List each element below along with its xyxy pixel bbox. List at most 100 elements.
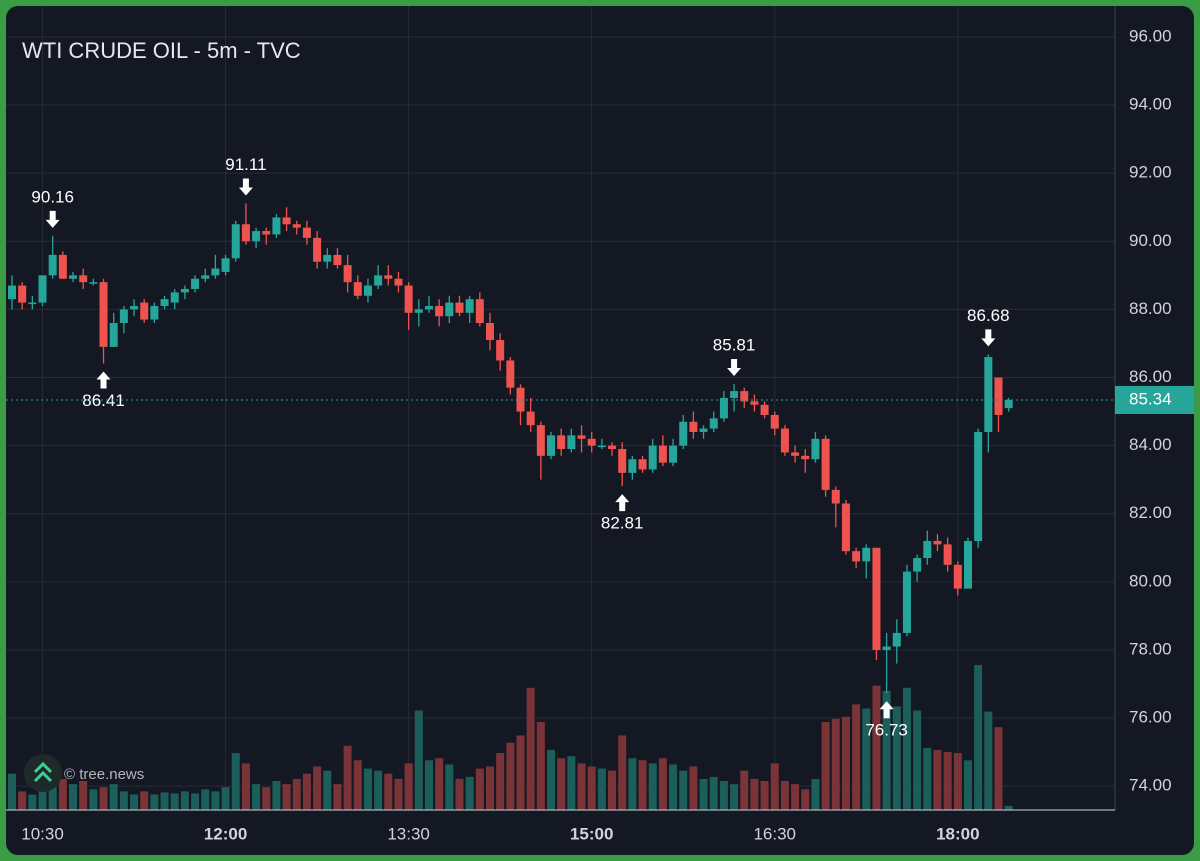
candle-body bbox=[658, 445, 667, 463]
volume-bar bbox=[333, 784, 342, 810]
candle-body bbox=[272, 217, 281, 235]
candle-body bbox=[475, 299, 484, 324]
annotation-label: 86.41 bbox=[82, 391, 125, 410]
chart-title: WTI CRUDE OIL - 5m - TVC bbox=[22, 38, 301, 63]
volume-bar bbox=[252, 784, 261, 810]
volume-bar bbox=[709, 776, 718, 810]
candle-body bbox=[384, 275, 393, 279]
volume-bar bbox=[740, 770, 749, 810]
candle-body bbox=[58, 254, 67, 279]
candle-body bbox=[363, 285, 372, 296]
volume-bar bbox=[821, 721, 830, 810]
volume-bar bbox=[597, 768, 606, 810]
last-price-badge bbox=[1115, 385, 1194, 414]
candle-body bbox=[292, 224, 301, 228]
candle-body bbox=[780, 428, 789, 453]
volume-bar bbox=[801, 789, 810, 810]
annotation-label: 82.81 bbox=[601, 514, 644, 533]
y-tick-label: 96.00 bbox=[1129, 26, 1172, 45]
volume-bar bbox=[638, 760, 647, 810]
candle-body bbox=[404, 285, 413, 313]
volume-bar bbox=[384, 773, 393, 810]
volume-bar bbox=[862, 708, 871, 810]
candle-body bbox=[953, 564, 962, 589]
x-tick-label: 12:00 bbox=[204, 824, 247, 843]
annotation-label: 86.68 bbox=[967, 306, 1010, 325]
candle-layer bbox=[8, 203, 1013, 694]
candle-body bbox=[465, 299, 474, 313]
candle-body bbox=[597, 445, 606, 448]
y-tick-label: 84.00 bbox=[1129, 435, 1172, 454]
annotation-label: 91.11 bbox=[225, 155, 266, 174]
volume-bar bbox=[536, 721, 545, 810]
volume-bar bbox=[506, 742, 515, 810]
candle-body bbox=[140, 302, 149, 320]
candle-body bbox=[170, 292, 179, 303]
candle-body bbox=[394, 278, 403, 286]
volume-bar bbox=[435, 758, 444, 810]
volume-bar bbox=[811, 778, 820, 810]
grid bbox=[6, 6, 1115, 810]
candle-body bbox=[89, 282, 98, 284]
volume-bar bbox=[841, 716, 850, 810]
annotation-label: 85.81 bbox=[713, 335, 756, 354]
candle-body bbox=[28, 302, 37, 305]
volume-bar bbox=[730, 784, 739, 810]
candle-body bbox=[313, 237, 322, 262]
volume-bar bbox=[679, 770, 688, 810]
volume-bar bbox=[99, 787, 108, 810]
candle-body bbox=[496, 340, 505, 361]
volume-bar bbox=[658, 758, 667, 810]
annotation-arrow bbox=[981, 329, 996, 347]
volume-bar bbox=[587, 766, 596, 810]
candle-body bbox=[109, 323, 118, 347]
candle-body bbox=[69, 275, 78, 279]
volume-bar bbox=[79, 781, 88, 810]
candle-body bbox=[882, 646, 891, 650]
volume-bar bbox=[557, 758, 566, 810]
candle-body bbox=[669, 445, 678, 463]
volume-bar bbox=[892, 706, 901, 810]
candle-body bbox=[99, 282, 108, 347]
candle-body bbox=[587, 438, 596, 446]
candle-body bbox=[923, 540, 932, 558]
candle-body bbox=[8, 285, 16, 300]
candle-body bbox=[191, 278, 200, 289]
x-tick-label: 13:30 bbox=[387, 824, 430, 843]
candle-body bbox=[638, 459, 647, 470]
candle-body bbox=[862, 547, 871, 562]
candle-body bbox=[119, 309, 128, 324]
volume-bar bbox=[69, 784, 78, 810]
volume-bar bbox=[28, 794, 37, 810]
candle-body bbox=[252, 231, 261, 242]
candle-body bbox=[221, 258, 230, 272]
volume-bar bbox=[272, 781, 281, 810]
volume-bar bbox=[475, 768, 484, 810]
candle-body bbox=[506, 360, 515, 388]
volume-bar bbox=[414, 710, 423, 810]
volume-bar bbox=[18, 791, 27, 810]
volume-bar bbox=[343, 745, 352, 810]
volume-bar bbox=[608, 770, 617, 810]
candle-body bbox=[374, 275, 383, 286]
volume-bar bbox=[130, 794, 139, 810]
volume-bar bbox=[8, 773, 16, 810]
y-tick-label: 90.00 bbox=[1129, 231, 1172, 250]
candle-body bbox=[628, 459, 637, 473]
candle-body bbox=[852, 551, 861, 562]
candle-body bbox=[48, 254, 57, 276]
candle-body bbox=[719, 397, 728, 419]
volume-bar bbox=[302, 773, 311, 810]
volume-bar bbox=[902, 687, 911, 810]
candle-body bbox=[750, 401, 759, 405]
candle-body bbox=[831, 489, 840, 504]
volume-bar bbox=[577, 763, 586, 810]
candle-body bbox=[201, 275, 210, 279]
volume-bar bbox=[1004, 805, 1013, 810]
annotation-arrow bbox=[615, 494, 630, 512]
volume-bar bbox=[353, 760, 362, 810]
volume-bar bbox=[150, 794, 159, 810]
volume-bar bbox=[191, 793, 200, 810]
